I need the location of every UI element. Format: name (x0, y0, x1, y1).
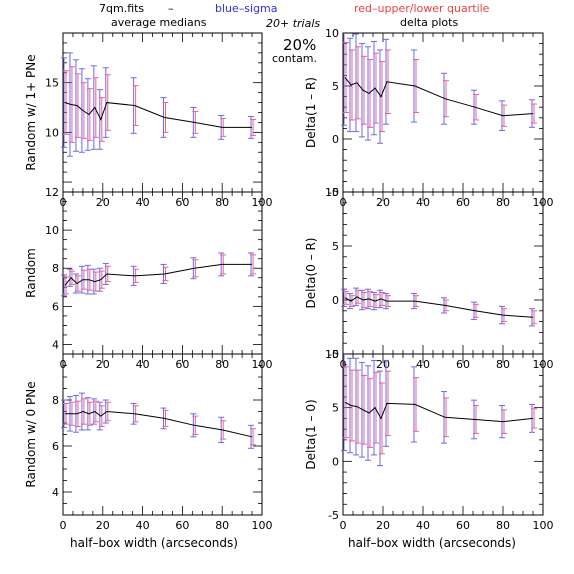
x-tick-label: 40 (416, 519, 430, 532)
y-tick-label: -5 (328, 509, 339, 522)
x-tick-label: 20 (96, 358, 110, 371)
x-tick-label: 60 (175, 519, 189, 532)
y-tick-label: 0 (332, 294, 339, 307)
median-line (344, 296, 534, 318)
median-line (64, 102, 252, 128)
panel-3: 0 20 40 60 80 100 4 6 8 Random w/ 0 PNe (24, 353, 273, 532)
plot-frame (342, 353, 544, 516)
x-tick-label: 0 (340, 519, 347, 532)
y-tick-label: 6 (52, 440, 59, 453)
y-axis-label: Delta(0 – R) (304, 238, 318, 309)
y-tick-label: 8 (52, 262, 59, 275)
y-tick-label: 5 (332, 80, 339, 93)
y-axis-label: Random (24, 248, 38, 298)
x-tick-label: 20 (96, 519, 110, 532)
y-tick-label: 10 (325, 348, 339, 361)
x-tick-label: 20 (376, 196, 390, 209)
x-tick-label: 40 (136, 519, 150, 532)
y-tick-label: 12 (45, 186, 59, 199)
x-tick-label: 20 (96, 196, 110, 209)
x-tick-label: 80 (215, 196, 229, 209)
x-tick-label: 40 (136, 358, 150, 371)
right-column-title: delta plots (400, 16, 458, 29)
y-tick-label: 10 (45, 126, 59, 139)
x-tick-label: 60 (456, 196, 470, 209)
y-tick-label: 6 (52, 300, 59, 313)
median-line (344, 77, 534, 117)
x-axis-label-left: half–box width (arcseconds) (70, 536, 238, 550)
plot-frame (62, 353, 263, 516)
y-tick-label: 10 (325, 27, 339, 40)
x-tick-label: 80 (496, 519, 510, 532)
median-line (65, 410, 253, 438)
file-name: 7qm.fits (99, 2, 144, 15)
y-axis-label: Random w/ 1+ PNe (24, 54, 38, 170)
legend-blue-sigma: blue–sigma (215, 2, 278, 15)
x-tick-label: 60 (456, 519, 470, 532)
x-tick-label: 40 (416, 358, 430, 371)
plot-frame (342, 191, 544, 355)
y-tick-label: 5 (332, 240, 339, 253)
y-tick-label: 15 (45, 77, 59, 90)
trials-label: 20+ trials (266, 17, 320, 30)
y-tick-label: 4 (52, 338, 59, 351)
x-tick-label: 40 (416, 196, 430, 209)
plot-frame (342, 32, 544, 193)
y-tick-label: 10 (45, 224, 59, 237)
x-tick-label: 20 (376, 519, 390, 532)
x-tick-label: 60 (175, 358, 189, 371)
left-column-title: average medians (111, 16, 207, 29)
x-tick-label: 100 (533, 519, 554, 532)
x-tick-label: 80 (496, 196, 510, 209)
y-tick-label: 0 (332, 455, 339, 468)
x-tick-label: 80 (215, 519, 229, 532)
y-tick-label: -5 (328, 186, 339, 199)
contamination-label: contam. (272, 52, 317, 65)
y-tick-label: 0 (332, 133, 339, 146)
y-tick-label: 4 (52, 486, 59, 499)
y-axis-label: Delta(1 – R) (304, 77, 318, 148)
x-axis-label-right: half–box width (arcseconds) (348, 536, 516, 550)
x-tick-label: 100 (252, 519, 273, 532)
y-axis-label: Random w/ 0 PNe (24, 381, 38, 487)
y-tick-label: 10 (325, 186, 339, 199)
y-axis-label: Delta(1 – 0) (304, 399, 318, 469)
contamination-percent: 20% (283, 36, 316, 54)
plot-frame (62, 32, 263, 193)
x-tick-label: 40 (136, 196, 150, 209)
y-tick-label: 5 (332, 402, 339, 415)
plot-frame (62, 191, 263, 355)
x-tick-label: 80 (215, 358, 229, 371)
x-tick-label: 80 (496, 358, 510, 371)
median-line (64, 263, 252, 286)
y-tick-label: 8 (52, 394, 59, 407)
x-tick-label: 0 (60, 519, 67, 532)
legend-red-quartile: red–upper/lower quartile (354, 2, 490, 15)
title-dash: – (168, 2, 174, 15)
x-tick-label: 60 (456, 358, 470, 371)
median-line (344, 401, 534, 423)
x-tick-label: 60 (175, 196, 189, 209)
y-tick-label: -5 (328, 348, 339, 361)
